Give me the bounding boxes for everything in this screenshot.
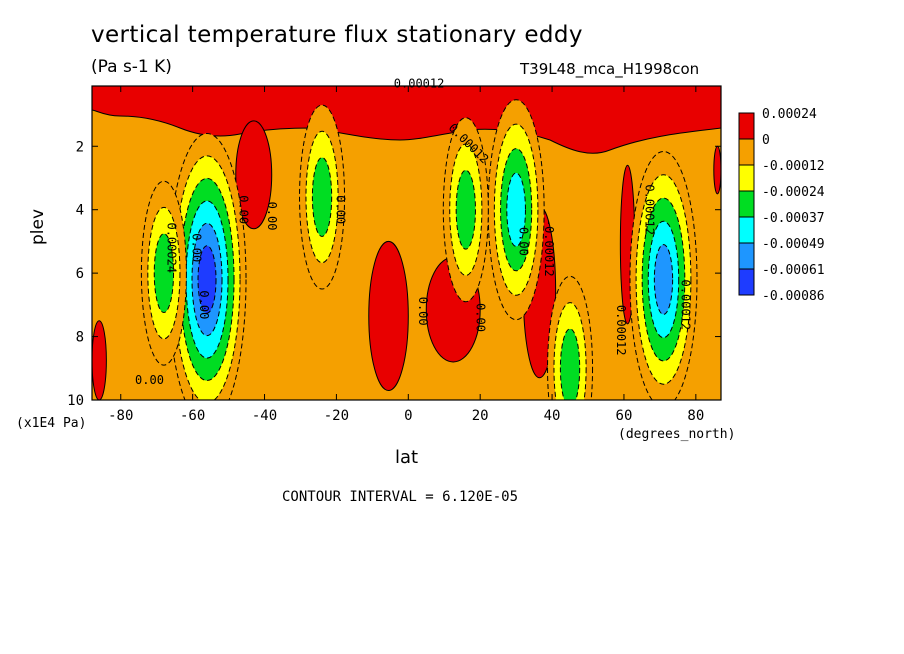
contour-label: 0.00 xyxy=(197,290,211,319)
positive-lobe xyxy=(713,145,721,195)
x-axis-label: lat xyxy=(395,447,419,468)
positive-lobe xyxy=(235,120,273,230)
y-tick-label: 4 xyxy=(76,203,84,219)
contour-interval-note: CONTOUR INTERVAL = 6.120E-05 xyxy=(282,489,519,505)
x-tick-label: 80 xyxy=(687,408,704,424)
positive-lobe xyxy=(368,240,409,391)
contour-field xyxy=(92,86,721,400)
colorbar-swatch xyxy=(738,190,755,218)
contour-label: 0.00 xyxy=(190,233,204,262)
y-tick-label: 8 xyxy=(76,330,84,346)
contour-label: 0.00012 xyxy=(643,184,657,235)
x-tick-label: -60 xyxy=(180,408,205,424)
contour-label: 0.00 xyxy=(236,195,250,224)
colorbar-label: -0.00086 xyxy=(762,289,825,304)
colorbar-swatch xyxy=(738,268,755,296)
colorbar-swatch xyxy=(738,216,755,244)
colorbar-label: -0.00024 xyxy=(762,185,825,200)
negative-cell-level xyxy=(197,245,217,314)
negative-cell-level xyxy=(653,244,674,315)
negative-cell-level xyxy=(506,172,526,247)
contour-label: 0.00 xyxy=(265,202,279,231)
contour-label: 0.00 xyxy=(517,227,531,256)
contour-label: -0.00012 xyxy=(542,219,556,277)
positive-lobe xyxy=(92,320,107,400)
negative-cell-level xyxy=(311,157,333,237)
x-tick-label: 40 xyxy=(544,408,561,424)
chart-units: (Pa s-1 K) xyxy=(91,57,172,77)
contour-label: 0.00012 xyxy=(394,77,445,91)
contour-label: 0.00012 xyxy=(614,305,628,356)
colorbar-swatch xyxy=(738,112,755,140)
colorbar-label: 0 xyxy=(762,133,770,148)
run-id: T39L48_mca_H1998con xyxy=(520,60,700,78)
colorbar-swatch xyxy=(738,242,755,270)
contour-label: 0.00 xyxy=(474,303,488,332)
contour-label: 0.00 xyxy=(333,195,347,224)
colorbar-label: -0.00049 xyxy=(762,237,825,252)
contour-label: 0.00 xyxy=(135,373,164,387)
contour-label: 0.00012 xyxy=(678,280,692,331)
negative-cell-level xyxy=(455,169,476,250)
colorbar-label: 0.00024 xyxy=(762,107,817,122)
y-tick-label: 10 xyxy=(67,393,84,409)
colorbar-label: -0.00061 xyxy=(762,263,825,278)
y-tick-label: 6 xyxy=(76,266,84,282)
x-tick-label: -40 xyxy=(252,408,277,424)
x-tick-label: 0 xyxy=(404,408,412,424)
colorbar-label: -0.00037 xyxy=(762,211,825,226)
plot-frame xyxy=(91,85,722,401)
x-axis-unit: (degrees_north) xyxy=(618,427,736,442)
contour-label: 0.00 xyxy=(416,297,430,326)
colorbar-swatch xyxy=(738,164,755,192)
x-tick-label: 60 xyxy=(616,408,633,424)
positive-band-top xyxy=(92,86,721,154)
colorbar-label: -0.00012 xyxy=(762,159,825,174)
x-tick-label: -80 xyxy=(108,408,133,424)
x-tick-label: -20 xyxy=(324,408,349,424)
y-axis-unit: (x1E4 Pa) xyxy=(16,416,87,431)
negative-cell-level xyxy=(153,233,175,314)
negative-cell-level xyxy=(559,328,581,400)
contour-label: 0.00024 xyxy=(164,222,178,273)
x-tick-label: 20 xyxy=(472,408,489,424)
chart-title: vertical temperature flux stationary edd… xyxy=(91,22,583,48)
y-tick-label: 2 xyxy=(76,139,84,155)
colorbar-swatch xyxy=(738,138,755,166)
